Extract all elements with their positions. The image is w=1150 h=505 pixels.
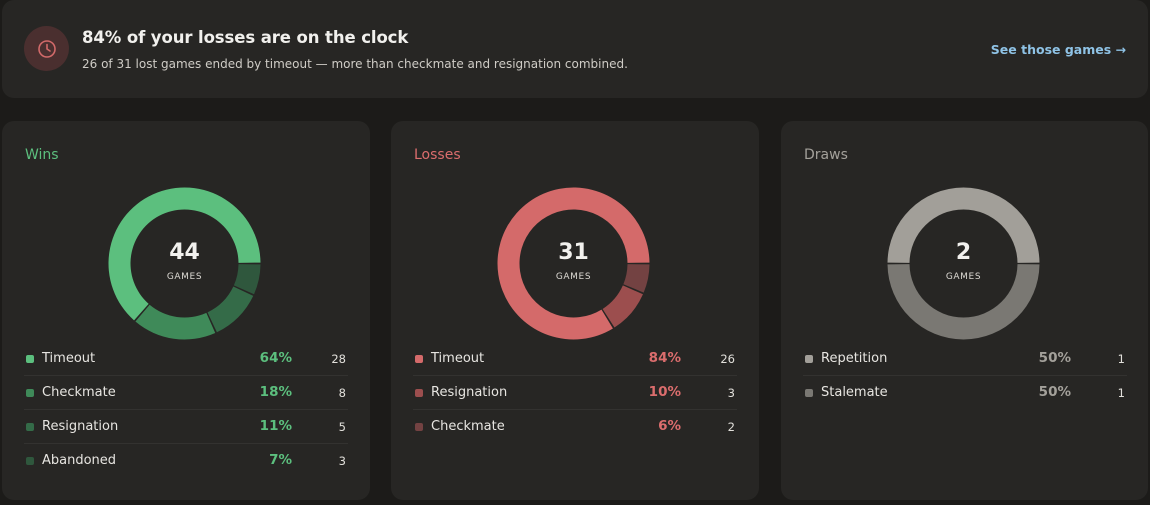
row-percent: 7%: [269, 452, 292, 468]
donut-segment-repetition: [887, 187, 1040, 263]
row-count: 28: [331, 352, 346, 366]
insight-banner: 84% of your losses are on the clock 26 o…: [2, 0, 1148, 98]
row-percent: 10%: [648, 384, 681, 400]
row-label: Timeout: [42, 351, 96, 366]
row-percent: 6%: [658, 418, 681, 434]
row-label: Resignation: [431, 385, 508, 400]
donut-segment-resignation: [602, 285, 643, 328]
row-label: Resignation: [42, 419, 119, 434]
legend-swatch: [26, 457, 34, 465]
donut-segment-checkmate: [623, 264, 650, 293]
breakdown-row: Resignation 11% 5: [24, 410, 348, 444]
breakdown-row: Abandoned 7% 3: [24, 444, 348, 478]
banner-title: 84% of your losses are on the clock: [82, 28, 409, 47]
row-count: 8: [338, 386, 346, 400]
row-label: Checkmate: [431, 419, 505, 434]
draws-donut-chart: [886, 186, 1041, 341]
row-percent: 18%: [259, 384, 292, 400]
row-count: 1: [1117, 386, 1125, 400]
card-title: Wins: [25, 147, 59, 163]
breakdown-row: Checkmate 18% 8: [24, 376, 348, 410]
losses-card: Losses 31 GAMES Timeout 84% 26 Resignation 1…: [391, 121, 759, 500]
row-percent: 11%: [259, 418, 292, 434]
donut-segment-timeout: [108, 187, 261, 321]
losses-donut-chart: [496, 186, 651, 341]
row-count: 26: [720, 352, 735, 366]
see-games-link[interactable]: See those games →: [990, 42, 1126, 57]
breakdown-row: Timeout 84% 26: [413, 342, 737, 376]
legend-swatch: [26, 389, 34, 397]
legend-swatch: [26, 423, 34, 431]
breakdown-row: Repetition 50% 1: [803, 342, 1127, 376]
banner-subtitle: 26 of 31 lost games ended by timeout — m…: [82, 57, 628, 71]
donut-segment-stalemate: [887, 264, 1040, 340]
row-count: 3: [727, 386, 735, 400]
breakdown-row: Checkmate 6% 2: [413, 410, 737, 444]
row-percent: 50%: [1038, 384, 1071, 400]
breakdown-row: Resignation 10% 3: [413, 376, 737, 410]
donut-segment-abandoned: [233, 264, 261, 295]
draws-card: Draws 2 GAMES Repetition 50% 1 Stalemate 50%…: [781, 121, 1148, 500]
legend-swatch: [415, 355, 423, 363]
row-count: 5: [338, 420, 346, 434]
legend-swatch: [26, 355, 34, 363]
legend-swatch: [805, 389, 813, 397]
legend-swatch: [805, 355, 813, 363]
donut-segment-checkmate: [135, 304, 216, 340]
row-label: Repetition: [821, 351, 888, 366]
row-label: Abandoned: [42, 453, 117, 468]
card-title: Losses: [414, 147, 461, 163]
row-count: 3: [338, 454, 346, 468]
card-title: Draws: [804, 147, 848, 163]
row-label: Checkmate: [42, 385, 116, 400]
breakdown-row: Timeout 64% 28: [24, 342, 348, 376]
clock-icon: [24, 26, 69, 71]
row-count: 2: [727, 420, 735, 434]
donut-segment-resignation: [207, 286, 254, 333]
legend-swatch: [415, 389, 423, 397]
row-label: Stalemate: [821, 385, 888, 400]
row-percent: 50%: [1038, 350, 1071, 366]
wins-donut-chart: [107, 186, 262, 341]
wins-card: Wins 44 GAMES Timeout 64% 28 Checkmate 18% 8 R…: [2, 121, 370, 500]
row-percent: 84%: [648, 350, 681, 366]
row-count: 1: [1117, 352, 1125, 366]
row-percent: 64%: [259, 350, 292, 366]
breakdown-list: Repetition 50% 1 Stalemate 50% 1: [803, 342, 1127, 410]
breakdown-list: Timeout 84% 26 Resignation 10% 3 Checkmate 6% 2: [413, 342, 737, 444]
breakdown-row: Stalemate 50% 1: [803, 376, 1127, 410]
row-label: Timeout: [431, 351, 485, 366]
legend-swatch: [415, 423, 423, 431]
breakdown-list: Timeout 64% 28 Checkmate 18% 8 Resignation 11% 5…: [24, 342, 348, 478]
